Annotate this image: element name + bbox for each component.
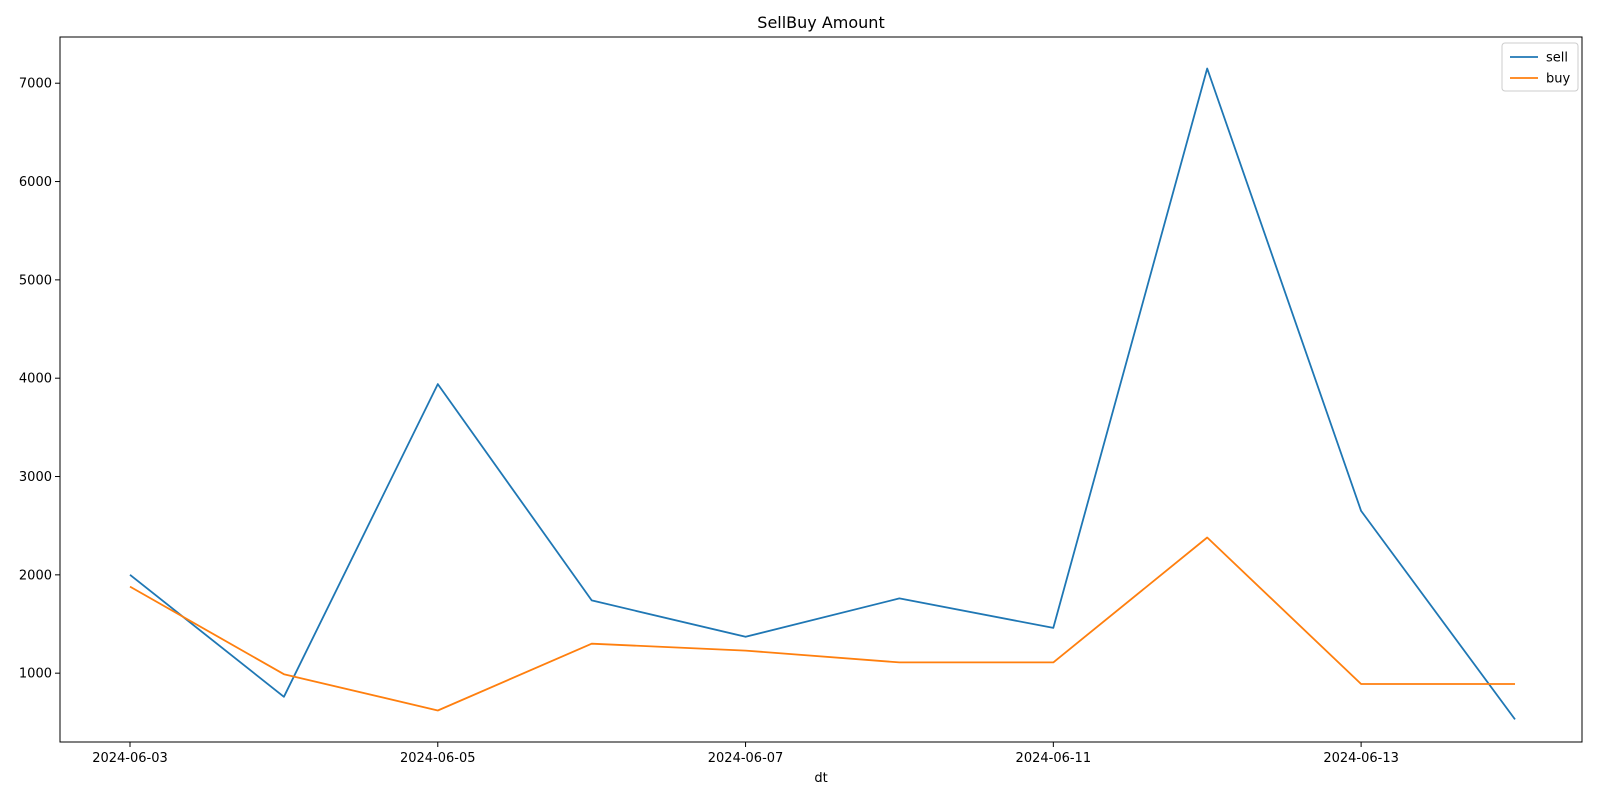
- y-tick-label: 2000: [19, 568, 52, 583]
- legend-box: [1501, 42, 1579, 92]
- x-axis: 2024-06-03 2024-06-05 2024-06-07 2024-06-11…: [92, 742, 1399, 766]
- legend-label-buy: buy: [1546, 72, 1570, 87]
- x-tick-label: 2024-06-03: [92, 751, 168, 766]
- series-group: [129, 67, 1516, 720]
- legend: sell buy: [1501, 42, 1579, 92]
- chart-title: SellBuy Amount: [757, 13, 884, 32]
- y-tick-label: 6000: [19, 175, 52, 190]
- y-axis: 1000 2000 3000 4000 5000 6000 7000: [19, 77, 60, 682]
- x-axis-title: dt: [814, 771, 827, 786]
- x-tick-label: 2024-06-05: [400, 751, 476, 766]
- y-tick-label: 1000: [19, 667, 52, 682]
- legend-label-sell: sell: [1546, 51, 1568, 66]
- y-tick-label: 3000: [19, 470, 52, 485]
- y-tick-label: 7000: [19, 77, 52, 92]
- x-tick-label: 2024-06-13: [1323, 751, 1399, 766]
- series-line-buy: [129, 536, 1515, 712]
- x-tick-label: 2024-06-07: [708, 751, 784, 766]
- x-tick-label: 2024-06-11: [1016, 751, 1092, 766]
- y-tick-label: 4000: [19, 372, 52, 387]
- series-line-sell: [129, 67, 1516, 720]
- plot-area: [59, 36, 1583, 743]
- y-tick-label: 5000: [19, 273, 52, 288]
